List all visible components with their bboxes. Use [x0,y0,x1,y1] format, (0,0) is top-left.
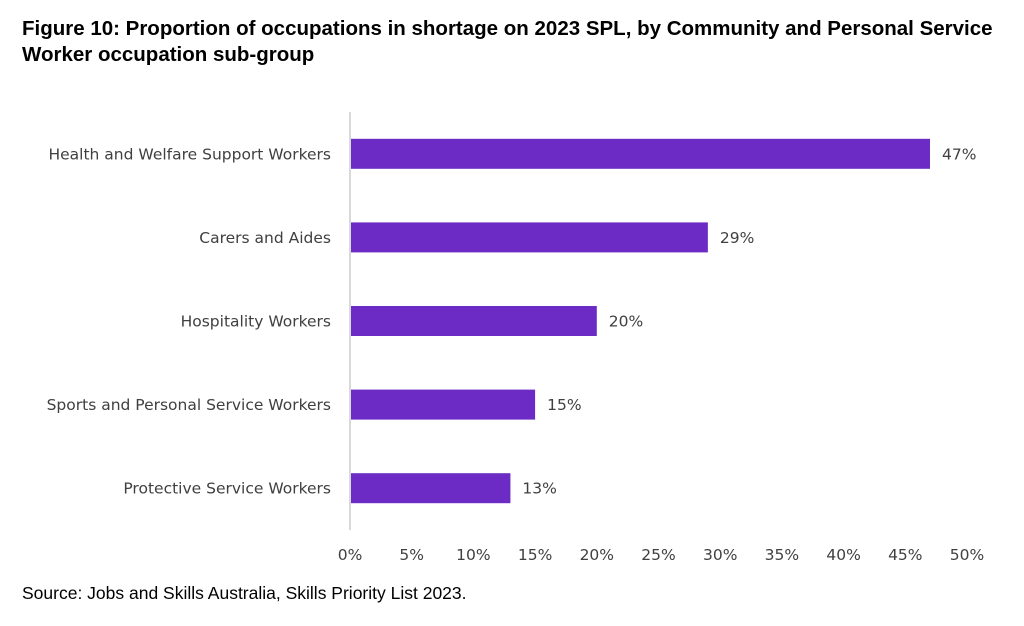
data-label: 13% [522,480,556,498]
bar [351,222,708,253]
x-tick-label: 5% [399,546,424,564]
x-tick-label: 30% [703,546,737,564]
x-tick-label: 45% [888,546,922,564]
data-label: 29% [720,229,754,247]
category-label: Sports and Personal Service Workers [47,396,331,414]
bar [351,306,597,336]
x-tick-label: 50% [950,546,984,564]
chart-title: Figure 10: Proportion of occupations in … [22,17,993,66]
bars-group [351,138,930,504]
category-label: Health and Welfare Support Workers [48,145,331,163]
category-labels-group: Health and Welfare Support Workers Carers… [47,145,331,497]
category-label: Protective Service Workers [123,480,331,498]
category-label: Carers and Aides [199,229,331,247]
x-tick-label: 20% [580,546,614,564]
x-tick-label: 15% [518,546,552,564]
data-label: 15% [547,396,581,414]
x-tick-label: 10% [456,546,490,564]
data-label: 47% [942,145,976,163]
data-label: 20% [609,313,643,331]
x-tick-label: 0% [338,546,363,564]
x-tick-label: 40% [826,546,860,564]
bar [351,473,511,504]
source-note: Source: Jobs and Skills Australia, Skill… [22,583,467,603]
x-tick-labels-group: 0% 5% 10% 15% 20% 25% 30% 35% 40% 45% 50% [338,546,985,564]
x-tick-label: 35% [765,546,799,564]
x-tick-label: 25% [641,546,675,564]
data-labels-group: 47% 29% 20% 15% 13% [522,145,976,497]
category-label: Hospitality Workers [181,313,331,331]
bar [351,138,930,169]
bar [351,389,536,420]
